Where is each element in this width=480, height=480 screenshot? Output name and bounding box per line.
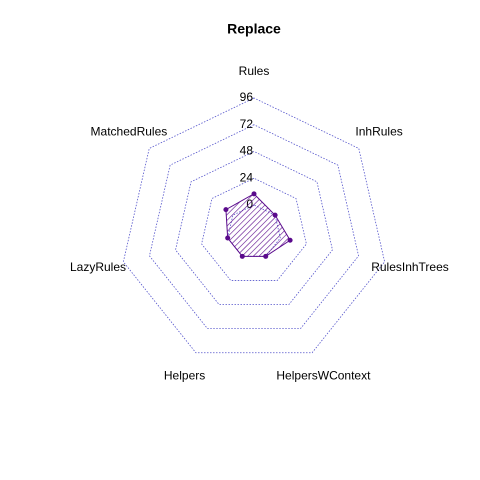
axis-label: Helpers [164,368,205,382]
grid-ring [175,151,333,305]
data-point [239,253,245,259]
axis-label: HelpersWContext [276,368,371,382]
tick-label: 48 [240,144,254,158]
axis-label: Rules [239,64,270,78]
axis-label: RulesInhTrees [371,260,449,274]
axis-label: LazyRules [70,260,126,274]
axis-label: MatchedRules [91,124,168,138]
grid-ring [122,97,386,354]
data-point [251,191,257,197]
grid-ring [149,124,359,330]
data-point [287,237,293,243]
axis-label: InhRules [355,124,402,138]
tick-label: 72 [240,117,254,131]
data-point [263,253,269,259]
grid-ring [201,177,307,281]
data-point [223,207,229,213]
tick-label: 96 [240,90,254,104]
chart-title: Replace [227,21,281,37]
data-point [225,235,231,241]
radar-area [225,193,291,257]
tick-label: 24 [240,170,254,184]
data-point [272,212,278,218]
